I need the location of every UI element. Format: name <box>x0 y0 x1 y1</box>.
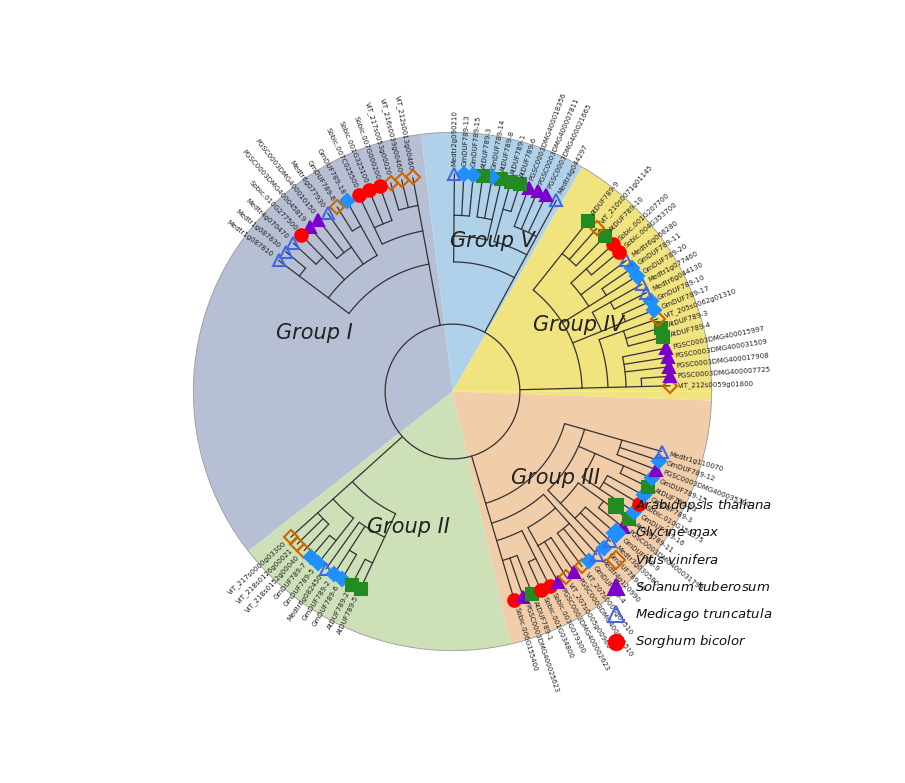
Text: Medtr4g120990: Medtr4g120990 <box>600 558 641 604</box>
Text: VIT_212s0059g01800: VIT_212s0059g01800 <box>678 381 754 389</box>
Text: GmDUF789-10: GmDUF789-10 <box>656 274 706 301</box>
Text: Group I: Group I <box>276 323 353 343</box>
Text: Medtr4g044297: Medtr4g044297 <box>557 143 589 195</box>
Text: GmDUF789-3: GmDUF789-3 <box>649 496 693 524</box>
Text: Sobic.007G000200: Sobic.007G000200 <box>352 115 380 180</box>
Text: GmDUF789-15: GmDUF789-15 <box>658 478 708 504</box>
Text: AtDUF789-9: AtDUF789-9 <box>590 180 622 217</box>
Text: GmDUF789-20: GmDUF789-20 <box>643 242 689 275</box>
Text: VIT_217s0053g00020: VIT_217s0053g00020 <box>364 101 392 176</box>
Text: Medtr6g077930: Medtr6g077930 <box>289 159 326 208</box>
Text: VIT_218s0126g00021: VIT_218s0126g00021 <box>235 547 294 605</box>
Text: Group III: Group III <box>511 468 600 488</box>
Text: $\it{Vitis\ vinifera}$: $\it{Vitis\ vinifera}$ <box>635 553 719 567</box>
Text: VIT_217s0000g03300: VIT_217s0000g03300 <box>226 539 287 596</box>
Text: GmDUF789-5: GmDUF789-5 <box>282 568 316 608</box>
Text: Medtr6g066280: Medtr6g066280 <box>631 220 679 258</box>
Text: PGSC0003DMG400018356: PGSC0003DMG400018356 <box>529 92 567 182</box>
Text: Group V: Group V <box>451 231 535 251</box>
Text: Medtr1g087830: Medtr1g087830 <box>235 208 281 249</box>
Text: Sobic.001G207700: Sobic.001G207700 <box>616 192 670 241</box>
Text: AtDUF789-1: AtDUF789-1 <box>510 133 527 175</box>
Text: GmDUF789-9: GmDUF789-9 <box>621 537 660 572</box>
Text: GmDUF789-13: GmDUF789-13 <box>462 115 470 167</box>
Text: GmDUF789-14: GmDUF789-14 <box>491 119 506 171</box>
Text: Medtr6g044130: Medtr6g044130 <box>652 261 704 292</box>
Wedge shape <box>452 392 711 401</box>
Wedge shape <box>194 134 452 551</box>
Text: GmDUF789-4: GmDUF789-4 <box>592 565 626 605</box>
Text: GmDUF789-18: GmDUF789-18 <box>316 148 346 196</box>
Text: AtDUF789-5: AtDUF789-5 <box>337 594 360 635</box>
Text: GmDUF789-19: GmDUF789-19 <box>607 551 647 593</box>
Text: PGSC0003DMG400031798: PGSC0003DMG400031798 <box>627 529 704 593</box>
Text: GmDUF789-6: GmDUF789-6 <box>311 584 340 628</box>
Text: Medtr1g077460: Medtr1g077460 <box>647 251 699 283</box>
Wedge shape <box>248 392 510 651</box>
Text: AtDUF789-4: AtDUF789-4 <box>670 322 712 338</box>
Text: Sobic.004G353700: Sobic.004G353700 <box>624 201 678 249</box>
Text: AtDUF789-3: AtDUF789-3 <box>667 310 710 328</box>
Text: GmDUF789-15: GmDUF789-15 <box>472 116 482 168</box>
Text: PGSC0003DMG400045819: PGSC0003DMG400045819 <box>241 149 307 223</box>
Text: Sobic.007C025500: Sobic.007C025500 <box>324 127 358 189</box>
Text: Medtr1g110070: Medtr1g110070 <box>669 451 724 472</box>
Wedge shape <box>421 132 582 391</box>
Text: GmDUF789-7: GmDUF789-7 <box>273 561 309 601</box>
Text: Sobic.001G034800: Sobic.001G034800 <box>541 596 574 660</box>
Text: Sobic.003G079300: Sobic.003G079300 <box>550 592 586 655</box>
Text: GmDUF789-11: GmDUF789-11 <box>636 232 682 266</box>
Wedge shape <box>452 392 711 644</box>
Text: $\it{Medicago\ truncatula}$: $\it{Medicago\ truncatula}$ <box>635 606 773 622</box>
Text: AtDUF789-3: AtDUF789-3 <box>481 126 492 168</box>
Text: PGSC0003DMG400010150: PGSC0003DMG400010150 <box>253 139 316 215</box>
Text: PGSC0003DMG400035300: PGSC0003DMG400035300 <box>662 470 751 509</box>
Text: PGSC0003DMG400015997: PGSC0003DMG400015997 <box>672 325 766 349</box>
Text: PGSC0003DMG400002623: PGSC0003DMG400002623 <box>559 587 610 672</box>
Text: AtDUF789-13: AtDUF789-13 <box>653 488 699 514</box>
Text: PGSC0003DMG400017908: PGSC0003DMG400017908 <box>676 352 770 369</box>
Text: Medtr1g087810: Medtr1g087810 <box>226 220 274 258</box>
Text: VIT_212s0013g00460: VIT_212s0013g00460 <box>395 94 414 171</box>
Text: AtDUF789-2: AtDUF789-2 <box>327 590 351 630</box>
Text: PGSC0003DMG400021665: PGSC0003DMG400021665 <box>547 103 593 189</box>
Text: VIT_205s0062g01310: VIT_205s0062g01310 <box>664 287 738 319</box>
Text: PGSC0003DMG400031510: PGSC0003DMG400031510 <box>576 577 634 658</box>
Text: PGSC0003DMG400031509: PGSC0003DMG400031509 <box>675 338 768 359</box>
Text: AtDUF789-10: AtDUF789-10 <box>608 195 645 233</box>
Text: PGSC0003DMG400007725: PGSC0003DMG400007725 <box>677 366 771 379</box>
Text: AtDUF789-8: AtDUF789-8 <box>500 130 516 172</box>
Text: $\it{Glycine\ max}$: $\it{Glycine\ max}$ <box>635 525 719 541</box>
Text: $\it{Arabidopsis\ thaliana}$: $\it{Arabidopsis\ thaliana}$ <box>635 497 772 514</box>
Text: GmDUF789-16: GmDUF789-16 <box>639 514 685 547</box>
Text: Sobic.010G150575: Sobic.010G150575 <box>644 505 704 544</box>
Text: Group II: Group II <box>367 517 450 537</box>
Text: AtDUF789-6: AtDUF789-6 <box>519 136 538 178</box>
Text: Medtr4g070470: Medtr4g070470 <box>244 197 290 240</box>
Text: GmDUF789-8: GmDUF789-8 <box>306 159 336 202</box>
Text: PGSC0003DMG400007811: PGSC0003DMG400007811 <box>538 96 580 185</box>
Text: Sobic.001G325100: Sobic.001G325100 <box>338 121 369 184</box>
Text: GmDUF789-2: GmDUF789-2 <box>301 579 332 622</box>
Text: Medtr3g030580: Medtr3g030580 <box>614 544 659 587</box>
Text: $\it{Solanum\ tuberosum}$: $\it{Solanum\ tuberosum}$ <box>635 580 770 594</box>
Text: VIT_207s0005g01510: VIT_207s0005g01510 <box>584 571 634 636</box>
Wedge shape <box>452 167 711 392</box>
Text: GmDUF789-12: GmDUF789-12 <box>665 460 716 482</box>
Text: $\it{Sorghum\ bicolor}$: $\it{Sorghum\ bicolor}$ <box>635 633 747 650</box>
Text: GmDUF789-17: GmDUF789-17 <box>661 285 710 310</box>
Text: PGSC0003DMG400025623: PGSC0003DMG400025623 <box>523 604 559 694</box>
Text: AtDUF789-1: AtDUF789-1 <box>532 601 553 642</box>
Text: Sobic.010G277500: Sobic.010G277500 <box>247 179 298 232</box>
Text: Group IV: Group IV <box>533 315 624 334</box>
Text: Medtr6g082450: Medtr6g082450 <box>287 573 324 622</box>
Text: AtDUF789-11: AtDUF789-11 <box>634 521 674 554</box>
Text: VIT_210s0071g01145: VIT_210s0071g01145 <box>599 164 655 225</box>
Text: Sobic.006G155400: Sobic.006G155400 <box>514 607 538 673</box>
Text: VIT_218s0152g00040: VIT_218s0152g00040 <box>244 554 301 615</box>
Text: VIT_207s0005g00960: VIT_207s0005g00960 <box>567 582 613 651</box>
Text: VIT_216s0039g00460: VIT_216s0039g00460 <box>379 97 403 173</box>
Text: Medtr2g090210: Medtr2g090210 <box>452 110 458 166</box>
